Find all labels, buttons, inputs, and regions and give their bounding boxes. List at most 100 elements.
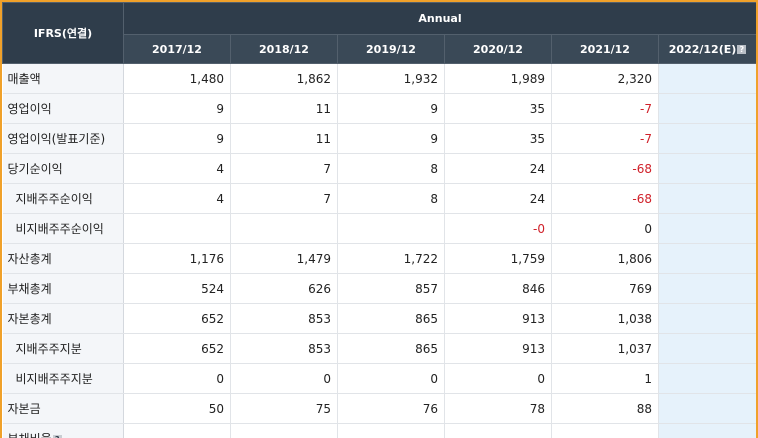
year-label: 2022/12(E) xyxy=(669,43,737,56)
row-label: 영업이익 xyxy=(3,94,124,124)
value-cell xyxy=(659,274,757,304)
value-cell: 865 xyxy=(338,334,445,364)
value-cell: -68 xyxy=(552,154,659,184)
value-cell: 0 xyxy=(445,364,552,394)
year-column-header: 2020/12 xyxy=(445,35,552,64)
value-cell: 8 xyxy=(338,154,445,184)
value-cell xyxy=(338,214,445,244)
value-cell: 1,479 xyxy=(231,244,338,274)
value-cell: 50 xyxy=(124,394,231,424)
value-cell: 769 xyxy=(552,274,659,304)
year-column-header: 2021/12 xyxy=(552,35,659,64)
year-label: 2021/12 xyxy=(580,43,630,56)
value-cell: 88 xyxy=(552,394,659,424)
accounting-standard-header: IFRS(연결) xyxy=(3,3,124,64)
value-cell: 9 xyxy=(124,124,231,154)
value-cell: 1,176 xyxy=(124,244,231,274)
value-cell xyxy=(659,94,757,124)
value-cell xyxy=(231,214,338,244)
value-cell: 78 xyxy=(445,394,552,424)
value-cell: 524 xyxy=(124,274,231,304)
row-label: 영업이익(발표기준) xyxy=(3,124,124,154)
year-column-header: 2022/12(E)? xyxy=(659,35,757,64)
year-label: 2019/12 xyxy=(366,43,416,56)
value-cell: -0 xyxy=(445,214,552,244)
value-cell xyxy=(659,304,757,334)
value-cell: 11 xyxy=(231,94,338,124)
value-cell xyxy=(659,64,757,94)
value-cell: 35 xyxy=(445,94,552,124)
value-cell: 913 xyxy=(445,334,552,364)
period-group-header: Annual xyxy=(124,3,757,35)
value-cell: 0 xyxy=(552,214,659,244)
row-label: 자산총계 xyxy=(3,244,124,274)
value-cell: 853 xyxy=(231,304,338,334)
value-cell xyxy=(659,154,757,184)
value-cell: 0 xyxy=(338,364,445,394)
value-cell: 8 xyxy=(338,184,445,214)
value-cell: 0 xyxy=(124,364,231,394)
value-cell: 75 xyxy=(231,394,338,424)
year-label: 2018/12 xyxy=(259,43,309,56)
value-cell: 1,862 xyxy=(231,64,338,94)
row-label: 자본금 xyxy=(3,394,124,424)
value-cell: 857 xyxy=(338,274,445,304)
value-cell: -68 xyxy=(552,184,659,214)
value-cell: 4 xyxy=(124,184,231,214)
value-cell: 9 xyxy=(338,124,445,154)
row-label: 당기순이익 xyxy=(3,154,124,184)
value-cell: 1,480 xyxy=(124,64,231,94)
value-cell: 24 xyxy=(445,184,552,214)
year-column-header: 2017/12 xyxy=(124,35,231,64)
value-cell: 76 xyxy=(338,394,445,424)
year-label: 2017/12 xyxy=(152,43,202,56)
year-column-header: 2019/12 xyxy=(338,35,445,64)
value-cell: 1,722 xyxy=(338,244,445,274)
value-cell: 853 xyxy=(231,334,338,364)
value-cell: -7 xyxy=(552,124,659,154)
value-cell: 1,038 xyxy=(552,304,659,334)
row-label: 매출액 xyxy=(3,64,124,94)
value-cell: 9 xyxy=(124,94,231,124)
value-cell: 35 xyxy=(445,124,552,154)
value-cell: 913 xyxy=(445,304,552,334)
value-cell: 652 xyxy=(124,304,231,334)
value-cell xyxy=(659,364,757,394)
value-cell: -7 xyxy=(552,94,659,124)
row-label: 비지배주주순이익 xyxy=(3,214,124,244)
value-cell: 4 xyxy=(124,154,231,184)
value-cell: 0 xyxy=(231,364,338,394)
value-cell: 1,989 xyxy=(445,64,552,94)
value-cell: 1,037 xyxy=(552,334,659,364)
row-label: 비지배주주지분 xyxy=(3,364,124,394)
year-column-header: 2018/12 xyxy=(231,35,338,64)
value-cell xyxy=(659,244,757,274)
value-cell: 626 xyxy=(231,274,338,304)
value-cell xyxy=(659,394,757,424)
row-label: 지배주주순이익 xyxy=(3,184,124,214)
value-cell: 652 xyxy=(124,334,231,364)
value-cell xyxy=(124,214,231,244)
value-cell: 9 xyxy=(338,94,445,124)
value-cell xyxy=(659,214,757,244)
value-cell: 1 xyxy=(552,364,659,394)
help-icon[interactable]: ? xyxy=(737,45,746,54)
value-cell xyxy=(659,184,757,214)
value-cell xyxy=(659,334,757,364)
value-cell: 24 xyxy=(445,154,552,184)
value-cell xyxy=(659,124,757,154)
value-cell: 7 xyxy=(231,154,338,184)
value-cell: 1,932 xyxy=(338,64,445,94)
row-label: 지배주주지분 xyxy=(3,334,124,364)
